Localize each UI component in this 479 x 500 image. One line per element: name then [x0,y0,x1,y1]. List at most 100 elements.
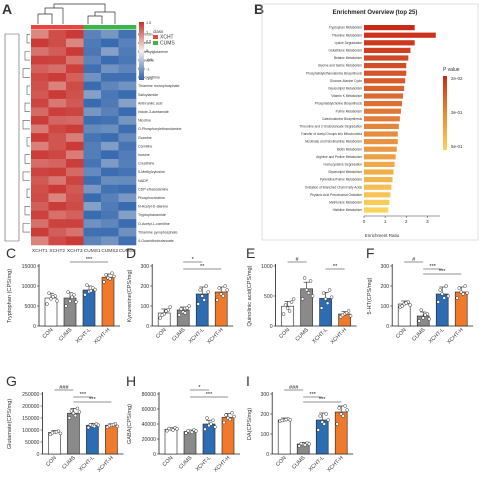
heatmap-cell [66,141,84,151]
y-axis-tick-label: 0 [153,452,156,458]
data-point [203,427,207,431]
data-point [194,429,198,433]
y-axis-tick-label: 0 [266,452,269,458]
data-point [280,418,284,423]
heatmap-cell [31,47,49,57]
heatmap-cell [66,107,84,117]
x-axis-tick-label: XCHT-H [206,327,225,346]
data-point [310,294,315,298]
data-point [50,431,55,435]
heatmap-cell [101,236,119,246]
y-axis-tick-label: 300 [381,264,390,270]
heatmap-cell [83,90,102,100]
heatmap-cell [118,38,137,48]
x-axis-tick-label: CON [275,455,288,468]
bar-xcht-l [86,424,99,455]
metabolite-label: Phosphocreatine [138,196,165,200]
metabolite-label: Anthranilic acid [138,101,162,105]
data-point [348,314,353,318]
sample-label: CUMS2 [101,248,118,254]
row-labels: Biliverdin Arginine N-Methylglutamine Isole… [138,33,182,243]
row-dendrogram-branch [26,188,30,198]
data-point [92,424,97,429]
data-point [461,292,465,296]
bar-xcht-l [319,298,332,327]
enrichment-bar [364,47,411,53]
heatmap-cell [118,30,137,39]
data-point [281,312,286,316]
data-point [341,414,345,418]
metabolite-label: NADP [138,179,149,183]
row-dendrogram-branch [24,206,30,216]
legend-swatch-xcht [153,35,158,39]
row-dendrogram-branch [26,85,30,95]
row-dendrogram-branch [24,102,30,112]
bar-con [164,428,178,455]
heatmap-cell [66,150,84,160]
heatmap-cell [66,98,84,108]
heatmap-cell [118,236,137,246]
data-point [302,276,307,280]
panel-letter-f: F [366,245,375,261]
x-axis-tick-label: XCHT-H [330,327,349,346]
heatmap-cell [48,38,67,48]
data-point [287,309,292,313]
data-point [198,288,202,292]
enrichment-bar [364,154,396,160]
x-axis-tick-label: XCHT-L [75,327,93,345]
data-point [463,284,467,288]
heatmap-cell [101,30,119,39]
x-axis-tick-label: CON [162,455,175,468]
heatmap-cell [83,150,102,160]
x-axis-tick-label: XCHT-L [311,327,329,345]
significance-label: *** [206,392,213,398]
data-point [200,294,204,298]
heatmap-cell [48,150,67,160]
y-axis-tick-label: 100 [381,304,390,310]
heatmap-cell [66,159,84,168]
heatmap-cell [66,219,84,229]
pvalue-tick-1: 2e-02 [451,76,463,81]
data-point [288,418,292,422]
heatmap-cell [83,236,102,246]
y-axis-label: Tryptophan (CPS/mg) [7,269,13,323]
metabolite-label: Isoleucine [138,58,154,62]
metabolite-label: 4-Guanidinobutanoate [138,239,174,243]
heatmap-cell [48,107,67,117]
heatmap-cell [31,184,49,194]
sample-label: XCHT1 [32,248,48,254]
data-point [64,304,68,308]
significance-label: ### [59,385,69,391]
metabolite-label: 5-Methylcytosine [138,170,165,174]
heatmap-cell [48,219,67,229]
heatmap-cell [118,159,137,168]
heatmap-cell [48,81,67,91]
data-point [190,430,194,434]
metabolite-label: O-Acetyl-L-carnitine [138,222,170,226]
enrichment-bar [364,70,407,76]
heatmap [31,30,137,246]
data-point [339,412,343,416]
bar-con [277,419,291,455]
pathway-label: Transfer of Acetyl Groups into Mitochond… [301,132,362,136]
metabolite-label: Thiamine monophosphate [138,84,180,88]
data-point [83,293,87,297]
enrichment-bar [364,123,399,129]
y-axis-tick-label: 10000 [22,284,37,290]
heatmap-cell [83,107,102,117]
x-axis-tick-label: 2 [405,219,408,224]
data-point [68,299,72,303]
pvalue-tick-2: 3e-01 [451,110,463,115]
metabolite-label: N-Methylglutamine [138,50,168,54]
x-axis-tick-label: CUMS [58,327,74,343]
heatmap-cell [118,81,137,91]
data-point [221,294,225,298]
enrichment-bars [364,25,436,213]
pathway-label: Histidine Metabolism [333,208,363,212]
data-point [219,292,223,296]
class-legend-title: class [153,29,164,34]
data-point [217,286,221,290]
column-labels: XCHT1 XCHT2 XCHT3 CUMS1 CUMS2 CUMS3 [32,248,136,254]
data-point [285,306,290,310]
